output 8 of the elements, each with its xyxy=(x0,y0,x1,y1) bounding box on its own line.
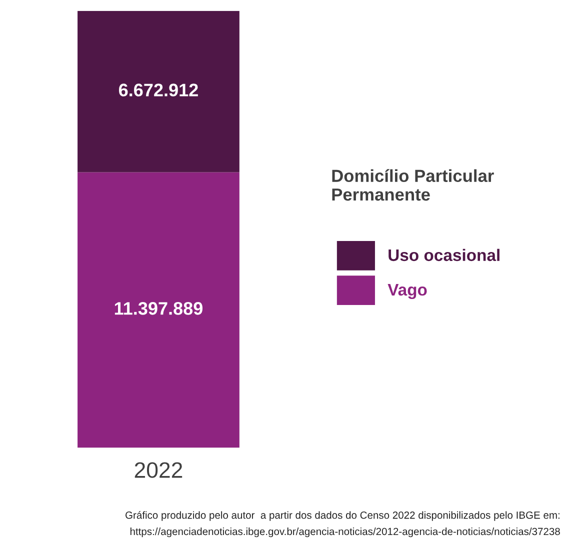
legend-label: Vago xyxy=(388,284,427,300)
data-label: 6.672.912 xyxy=(118,84,198,96)
x-tick-label: 2022 xyxy=(134,462,182,478)
legend-label: Uso ocasional xyxy=(388,248,500,262)
text: Gráfico produzido pelo autor a partir dos dados do Censo 2022 disponibilizados pelo IBGE em: xyxy=(126,511,560,521)
text: https://agenciadenoticias.ibge.gov.br/agencia-noticias/2012-agencia-de-noticias/noticias/37238 xyxy=(130,528,560,538)
data-label: 11.397.889 xyxy=(114,302,202,315)
legend-title: Domicílio Particular Permanente xyxy=(332,169,494,201)
